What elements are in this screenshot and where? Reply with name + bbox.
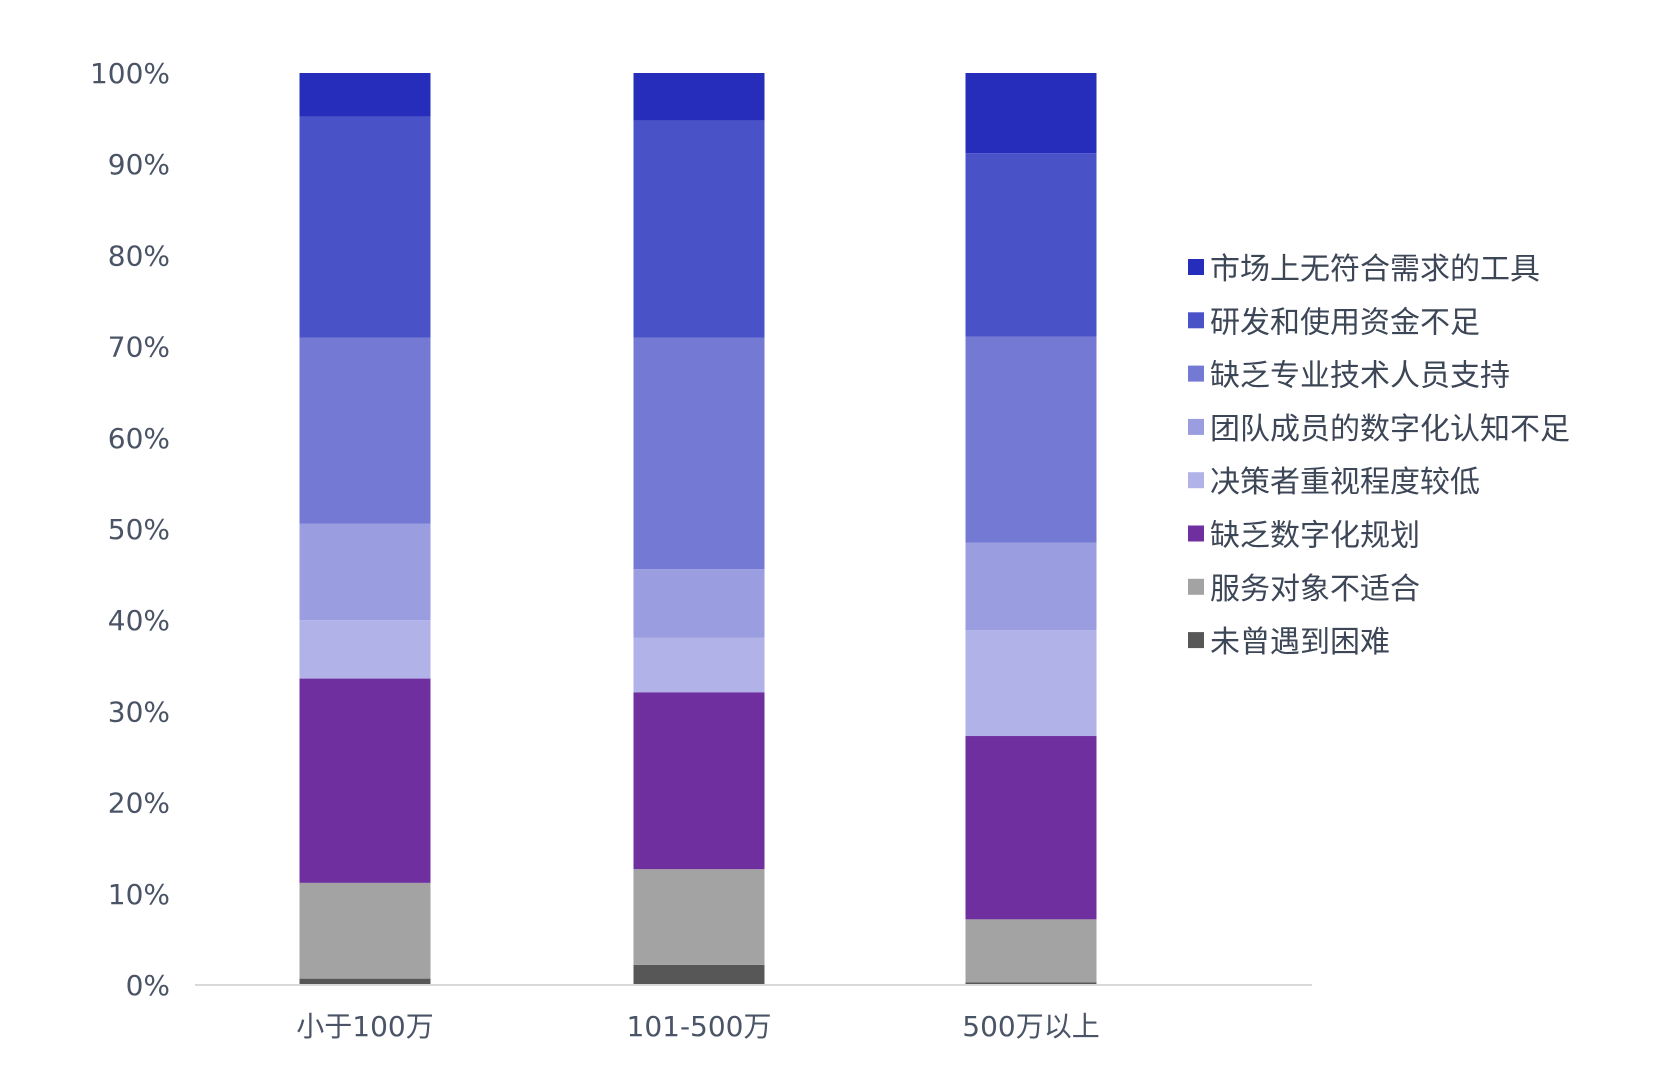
bar-segment (633, 337, 765, 570)
bar-segment (299, 337, 431, 524)
x-tick-label: 小于100万 (296, 1010, 433, 1043)
y-tick-label: 50% (108, 513, 170, 546)
legend-swatch (1188, 578, 1204, 595)
bar-segment (965, 919, 1097, 983)
bar-segment (633, 120, 765, 338)
legend-swatch (1188, 632, 1204, 649)
legend-swatch (1188, 418, 1204, 435)
legend-label: 团队成员的数字化认知不足 (1210, 412, 1570, 447)
legend-label: 决策者重视程度较低 (1210, 465, 1480, 500)
bar-segment (965, 982, 1097, 985)
y-tick-label: 70% (108, 331, 170, 364)
x-axis: 小于100万 101-500万 500万以上 (296, 1010, 1099, 1043)
y-tick-label: 30% (108, 695, 170, 728)
y-tick-label: 40% (108, 604, 170, 637)
bar-segment (299, 882, 431, 979)
bar-segment (965, 336, 1097, 543)
legend-label: 缺乏数字化规划 (1210, 519, 1420, 554)
y-tick-label: 0% (126, 969, 170, 1002)
bar-segment (633, 869, 765, 965)
bar-segment (965, 736, 1097, 920)
legend-label: 缺乏专业技术人员支持 (1210, 359, 1510, 394)
legend-label: 未曾遇到困难 (1210, 625, 1390, 660)
bar-segment (965, 153, 1097, 337)
x-tick-label: 101-500万 (627, 1010, 772, 1043)
bar-segment (299, 73, 431, 117)
bar-segment (299, 116, 431, 338)
y-tick-label: 100% (90, 57, 170, 90)
bar-segment (299, 620, 431, 679)
legend-swatch (1188, 472, 1204, 489)
legend-swatch (1188, 312, 1204, 329)
legend-swatch (1188, 259, 1204, 275)
bar-segment (633, 637, 765, 693)
y-axis: 0% 10% 20% 30% 40% 50% 60% 70% 80% 90% 100% (90, 57, 170, 1002)
y-tick-label: 10% (108, 878, 170, 911)
legend-label: 研发和使用资金不足 (1210, 305, 1480, 340)
bar-segment (965, 630, 1097, 737)
bar-segment (633, 569, 765, 638)
bar-segment (965, 542, 1097, 631)
bar-segment (633, 692, 765, 870)
bar-segment (633, 964, 765, 985)
legend-label: 市场上无符合需求的工具 (1210, 252, 1540, 287)
bar-segment (633, 73, 765, 121)
y-tick-label: 20% (108, 787, 170, 820)
y-tick-label: 90% (108, 148, 170, 181)
y-tick-label: 80% (108, 239, 170, 272)
bar-segment (299, 523, 431, 621)
bar-segment (965, 73, 1097, 154)
bar-segment (299, 978, 431, 985)
bars (299, 73, 1097, 985)
y-tick-label: 60% (108, 422, 170, 455)
x-tick-label: 500万以上 (962, 1010, 1099, 1043)
legend-swatch (1188, 525, 1204, 542)
legend-swatch (1188, 365, 1204, 382)
legend-label: 服务对象不适合 (1210, 572, 1420, 607)
legend: 市场上无符合需求的工具研发和使用资金不足缺乏专业技术人员支持团队成员的数字化认知… (1188, 252, 1570, 660)
bar-segment (299, 678, 431, 883)
